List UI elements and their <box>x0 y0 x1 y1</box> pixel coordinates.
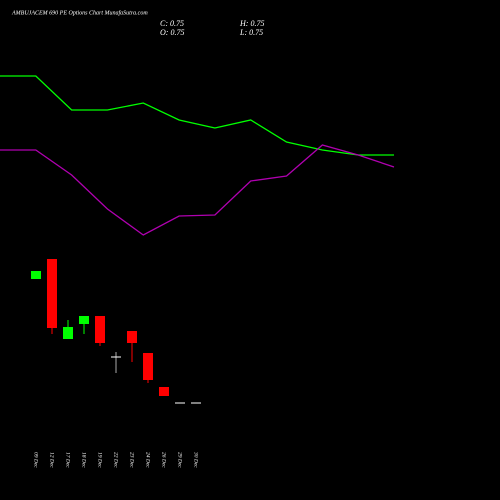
x-tick-label: 30 Dec <box>193 451 199 468</box>
x-tick-label: 12 Dec <box>49 452 55 468</box>
x-tick-label: 24 Dec <box>145 452 152 468</box>
x-tick-label: 26 Dec <box>161 452 167 468</box>
candle-body <box>31 271 41 279</box>
chart-title: AMBUJACEM 690 PE Options Chart MunafaSut… <box>11 9 148 16</box>
candle-body <box>143 353 153 380</box>
info-low: L: 0.75 <box>239 28 263 37</box>
indicator-line <box>0 75 394 156</box>
info-close: C: 0.75 <box>160 19 184 28</box>
x-tick-label: 23 Dec <box>129 452 135 468</box>
x-tick-label: 29 Dec <box>177 452 183 468</box>
info-high: H: 0.75 <box>239 19 264 28</box>
x-tick-label: 18 Dec <box>81 452 87 468</box>
x-tick-label: 19 Dec <box>97 452 103 468</box>
candle-body <box>95 316 105 343</box>
candle-body <box>63 327 73 339</box>
candle-body <box>47 259 57 328</box>
candle-body <box>127 331 137 343</box>
candle-body <box>79 316 89 324</box>
x-tick-label: 17 Dec <box>65 452 71 468</box>
candle-body <box>159 387 169 396</box>
x-tick-label: 09 Dec <box>33 452 39 468</box>
info-open: O: 0.75 <box>160 28 184 37</box>
indicator-line <box>0 144 395 236</box>
x-tick-label: 22 Dec <box>113 452 119 468</box>
